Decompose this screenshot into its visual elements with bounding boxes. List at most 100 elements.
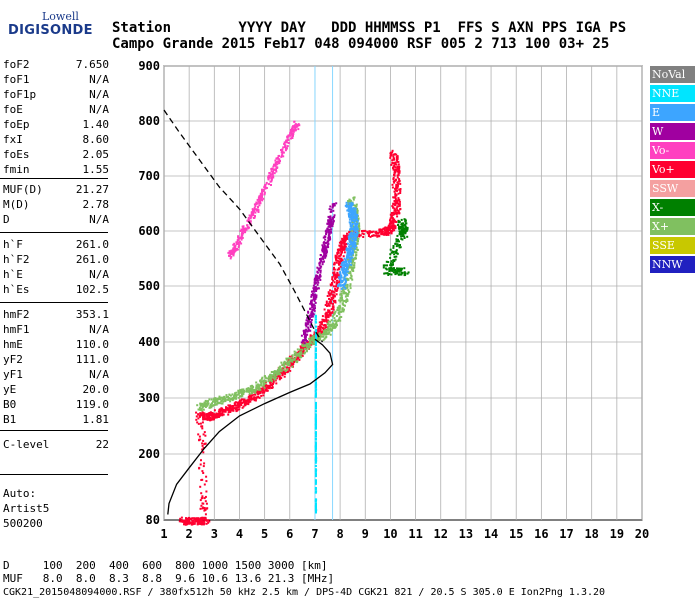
echo-point xyxy=(201,444,204,447)
echo-point xyxy=(342,234,345,237)
echo-point xyxy=(227,409,230,412)
echo-point xyxy=(348,262,351,265)
echo-point xyxy=(352,245,355,248)
echo-point xyxy=(324,235,327,238)
echo-point xyxy=(269,175,272,178)
echo-point xyxy=(255,203,257,206)
echo-point xyxy=(207,521,210,524)
param-row: yF1 N/A xyxy=(3,368,109,383)
echo-point xyxy=(305,328,308,331)
echo-point xyxy=(314,431,317,434)
echo-point xyxy=(193,522,196,525)
echo-point xyxy=(303,352,306,355)
echo-point xyxy=(348,272,351,275)
echo-point xyxy=(398,211,400,214)
echo-point xyxy=(202,416,204,419)
echo-point xyxy=(343,276,346,279)
echo-point xyxy=(343,271,346,274)
echo-point xyxy=(395,250,398,253)
echo-point xyxy=(184,521,187,524)
echo-point xyxy=(347,212,350,215)
echo-point xyxy=(342,255,345,258)
echo-point xyxy=(201,413,204,416)
param-value: 22 xyxy=(95,438,109,451)
echo-point xyxy=(211,404,214,407)
echo-point xyxy=(337,262,340,265)
echo-point xyxy=(283,142,286,145)
echo-point xyxy=(251,388,254,391)
echo-trace-x xyxy=(196,196,361,412)
echo-point xyxy=(325,254,328,257)
echo-point xyxy=(242,392,245,395)
echo-point xyxy=(308,315,310,318)
echo-point xyxy=(335,202,338,205)
echo-point xyxy=(256,391,259,394)
echo-point xyxy=(392,218,395,221)
echo-point xyxy=(207,418,210,421)
echo-point xyxy=(328,297,330,300)
param-value: 7.650 xyxy=(75,58,109,71)
echo-point xyxy=(392,202,395,205)
echo-point xyxy=(256,209,258,212)
echo-point xyxy=(314,448,317,451)
echo-point xyxy=(261,389,264,392)
echo-point xyxy=(322,236,325,239)
echo-point xyxy=(304,323,307,326)
echo-point xyxy=(314,413,317,416)
echo-point xyxy=(278,154,281,157)
echo-point xyxy=(345,270,348,273)
echo-point xyxy=(351,236,354,239)
echo-point xyxy=(316,283,319,286)
echo-point xyxy=(200,492,203,495)
echo-point xyxy=(336,272,339,275)
echo-point xyxy=(227,411,230,414)
echo-point xyxy=(392,155,395,158)
echo-point xyxy=(352,267,355,269)
echo-point xyxy=(201,442,204,445)
echo-point xyxy=(346,286,349,289)
echo-point xyxy=(349,227,352,230)
echo-point xyxy=(250,390,253,393)
echo-point xyxy=(260,384,263,387)
echo-point xyxy=(264,381,267,384)
echo-point xyxy=(353,221,356,224)
echo-point xyxy=(355,205,358,208)
echo-point xyxy=(284,372,287,375)
echo-point xyxy=(344,292,347,294)
echo-point xyxy=(350,229,353,232)
echo-point xyxy=(403,228,405,231)
echo-point xyxy=(296,123,299,126)
echo-point xyxy=(225,407,228,410)
echo-point xyxy=(320,257,323,260)
echo-point xyxy=(352,257,355,260)
echo-point xyxy=(307,310,310,313)
echo-point xyxy=(325,252,328,255)
echo-point xyxy=(311,336,314,338)
echo-point xyxy=(395,185,398,188)
echo-point xyxy=(292,125,295,128)
echo-point xyxy=(314,452,317,455)
echo-point xyxy=(293,120,296,123)
echo-point xyxy=(200,409,203,412)
echo-point xyxy=(323,243,326,246)
echo-point xyxy=(321,333,324,336)
echo-point xyxy=(312,341,315,344)
param-name: C-level xyxy=(3,438,50,451)
echo-point xyxy=(335,255,338,258)
echo-point xyxy=(333,261,336,264)
param-value: N/A xyxy=(89,73,109,86)
echo-point xyxy=(201,470,204,473)
x-tick-label: 13 xyxy=(459,527,473,541)
echo-point xyxy=(349,236,352,239)
echo-point xyxy=(253,208,256,211)
echo-point xyxy=(326,295,329,297)
echo-point xyxy=(371,234,374,237)
echo-point xyxy=(351,278,354,281)
echo-point xyxy=(328,309,331,312)
echo-point xyxy=(195,418,198,421)
echo-point xyxy=(399,268,402,270)
echo-point xyxy=(209,404,212,407)
echo-point xyxy=(189,521,192,524)
echo-point xyxy=(220,407,223,410)
echo-point xyxy=(213,416,216,419)
